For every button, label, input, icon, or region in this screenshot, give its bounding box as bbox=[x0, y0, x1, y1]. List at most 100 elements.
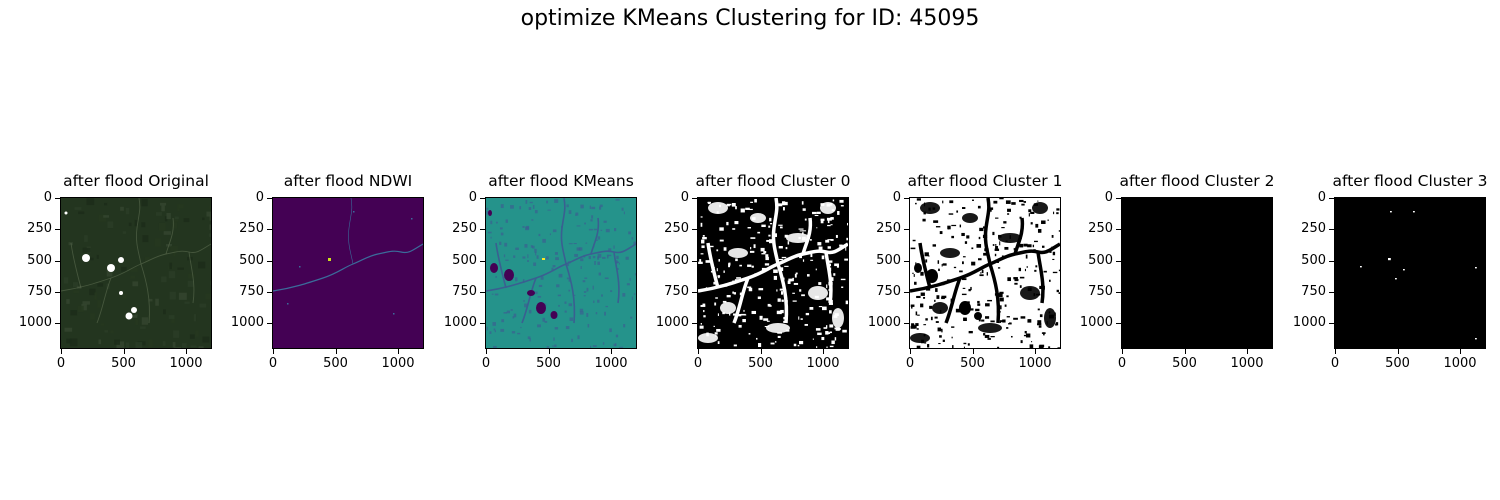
terrain-patch bbox=[130, 275, 136, 279]
cluster-speckle bbox=[977, 258, 982, 261]
cluster-speckle bbox=[912, 272, 914, 274]
x-tick-label: 0 bbox=[1330, 356, 1340, 371]
terrain-patch bbox=[141, 222, 146, 228]
terrain-patch bbox=[164, 216, 168, 222]
cluster-speckle bbox=[777, 298, 781, 302]
y-tick-mark bbox=[267, 260, 272, 262]
cluster-speckle bbox=[525, 200, 528, 204]
cluster-speckle bbox=[723, 247, 727, 251]
cluster-speckle bbox=[995, 244, 997, 246]
cluster-speckle bbox=[616, 268, 619, 270]
cluster-speckle bbox=[939, 335, 942, 338]
cluster-speckle bbox=[505, 219, 508, 223]
cluster-speckle bbox=[592, 255, 596, 259]
cluster-speckle bbox=[979, 227, 984, 232]
y-tick-label: 250 bbox=[876, 221, 901, 237]
cluster-speckle bbox=[844, 258, 848, 261]
cluster-speckle bbox=[994, 293, 998, 296]
cluster-speckle bbox=[817, 242, 822, 246]
cluster-speckle bbox=[914, 281, 917, 285]
cluster-speckle bbox=[503, 254, 506, 258]
cluster-speckle bbox=[702, 236, 707, 240]
terrain-patch bbox=[173, 250, 176, 257]
cluster-speckle bbox=[941, 295, 947, 299]
terrain-patch bbox=[97, 283, 104, 287]
subplot-panel: after flood NDWI 0 250 500 750 1000 0 500 1000 bbox=[231, 172, 462, 392]
cluster-speckle bbox=[830, 217, 834, 220]
y-tick-label: 250 bbox=[239, 221, 264, 237]
cluster-speckle bbox=[793, 282, 799, 285]
cluster-speckle bbox=[922, 218, 926, 222]
y-tick-mark bbox=[1116, 229, 1121, 231]
terrain-patch bbox=[158, 222, 166, 231]
cluster-speckle bbox=[934, 299, 936, 302]
y-tick-label: 250 bbox=[1088, 221, 1113, 237]
cluster-speckle bbox=[916, 295, 921, 299]
image-plot bbox=[61, 198, 211, 348]
y-tick-label: 0 bbox=[1104, 190, 1113, 205]
terrain-patch bbox=[69, 338, 78, 347]
cluster-speckle bbox=[793, 343, 797, 347]
cluster-speckle bbox=[732, 291, 735, 294]
cluster-speckle bbox=[748, 287, 753, 292]
cluster-speckle bbox=[744, 314, 747, 316]
y-tick-mark bbox=[692, 260, 697, 262]
cloud-blob bbox=[64, 211, 68, 215]
cluster-speckle bbox=[927, 344, 929, 347]
terrain-patch bbox=[202, 336, 210, 343]
cluster-speckle bbox=[714, 332, 718, 335]
cluster-speckle bbox=[703, 315, 706, 318]
cluster-speckle bbox=[1037, 323, 1042, 326]
terrain-patch bbox=[174, 217, 179, 222]
terrain-patch bbox=[172, 342, 176, 348]
x-tick-mark bbox=[273, 349, 274, 354]
cluster-speckle bbox=[828, 303, 833, 305]
cluster-speckle bbox=[925, 318, 928, 321]
cluster-speckle bbox=[776, 310, 782, 315]
cloud-blob bbox=[118, 257, 124, 263]
cluster-speckle bbox=[939, 231, 943, 235]
cluster-speckle bbox=[578, 247, 583, 251]
terrain-patch bbox=[171, 315, 175, 323]
cluster-line bbox=[732, 277, 750, 324]
cluster-speckle bbox=[1003, 221, 1007, 224]
terrain-patch bbox=[161, 205, 165, 212]
cluster-speckle bbox=[764, 263, 770, 266]
cluster-speckle bbox=[751, 310, 757, 315]
cluster-speckle bbox=[830, 224, 833, 226]
cluster-line bbox=[988, 263, 1001, 324]
cluster-speckle bbox=[702, 303, 706, 306]
cluster-speckle bbox=[947, 225, 951, 230]
cluster-speckle bbox=[777, 203, 783, 207]
cluster-speckle bbox=[613, 343, 617, 347]
terrain-patch bbox=[199, 303, 207, 308]
cluster-speckle bbox=[529, 338, 531, 342]
cluster-speckle bbox=[558, 273, 563, 278]
cluster-speckle bbox=[1058, 292, 1060, 294]
cluster-speckle bbox=[1047, 219, 1049, 221]
cluster-line bbox=[521, 277, 537, 324]
cluster-speckle bbox=[705, 287, 708, 290]
cluster-speckle bbox=[836, 264, 839, 268]
cloud-blob bbox=[131, 307, 137, 313]
y-tick-mark bbox=[904, 198, 909, 199]
cluster-speckle bbox=[1057, 347, 1060, 348]
cluster-pixel bbox=[1395, 278, 1397, 280]
cluster-line bbox=[495, 242, 507, 289]
cluster-speckle bbox=[615, 334, 619, 338]
cluster-speckle bbox=[777, 335, 781, 338]
cluster-speckle bbox=[568, 279, 571, 282]
cluster-speckle bbox=[983, 226, 986, 229]
cluster-speckle bbox=[546, 346, 550, 348]
terrain-patch bbox=[82, 301, 90, 305]
y-tick-label: 0 bbox=[680, 190, 689, 205]
x-tick-label: 0 bbox=[56, 356, 66, 371]
cluster-speckle bbox=[579, 311, 584, 315]
cluster-speckle bbox=[761, 253, 766, 255]
cluster-speckle bbox=[928, 255, 930, 257]
terrain-patch bbox=[178, 292, 187, 300]
cluster-speckle bbox=[964, 241, 968, 244]
cluster-speckle bbox=[566, 204, 569, 208]
water-pixel bbox=[287, 303, 289, 305]
cluster-speckle bbox=[779, 288, 784, 291]
